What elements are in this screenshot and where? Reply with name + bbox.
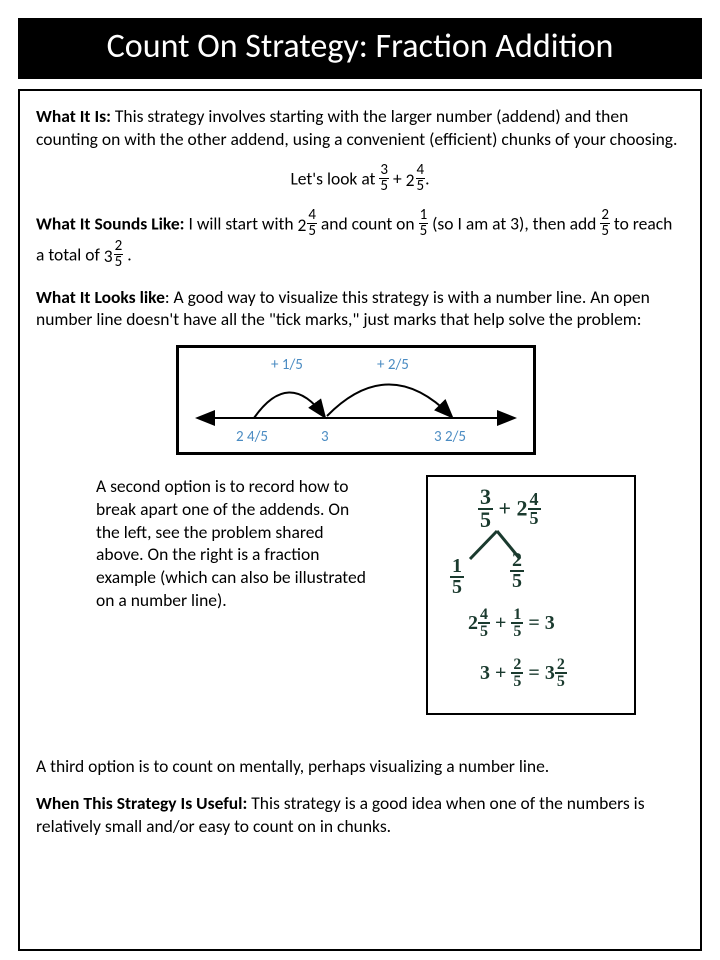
example-frac1: 35 xyxy=(379,163,389,194)
sl-tail: . xyxy=(123,243,131,265)
sl-frac3: 25 xyxy=(600,208,610,239)
sl-mid1: and count on xyxy=(317,212,419,234)
hw-split-left: 15 xyxy=(450,557,464,597)
sounds-like-label: What It Sounds Like: xyxy=(36,212,185,234)
sounds-like-paragraph: What It Sounds Like: I will start with 2… xyxy=(36,210,684,272)
hw-line2: 245 + 15 = 3 xyxy=(468,607,555,639)
page-header: Count On Strategy: Fraction Addition xyxy=(18,18,702,79)
numberline-diagram: + 1/5 + 2/5 2 4/5 3 3 2/5 xyxy=(176,345,536,455)
useful-label: When This Strategy Is Useful: xyxy=(36,792,247,814)
hw-line3: 3 + 25 = 325 xyxy=(480,657,567,689)
nl-jump2: + 2/5 xyxy=(377,356,409,376)
sl-frac4: 325 xyxy=(104,243,123,265)
sounds-like-pre: I will start with xyxy=(185,212,298,234)
looks-like-label: What It Looks like xyxy=(36,286,165,308)
third-option-text: A third option is to count on mentally, … xyxy=(36,755,684,778)
example-frac2: 245 xyxy=(406,167,425,189)
useful-paragraph: When This Strategy Is Useful: This strat… xyxy=(36,792,684,838)
content-frame: What It Is: This strategy involves start… xyxy=(18,89,702,951)
what-it-is-paragraph: What It Is: This strategy involves start… xyxy=(36,105,684,151)
nl-start: 2 4/5 xyxy=(236,428,268,448)
handwriting-diagram: 35 + 245 15 25 245 + 15 = 3 3 + xyxy=(426,475,636,715)
example-line: Let's look at 35 + 245. xyxy=(36,165,684,196)
hw-line1: 35 + 245 xyxy=(478,487,541,531)
sl-frac2: 15 xyxy=(419,208,429,239)
example-lead: Let's look at xyxy=(290,167,379,189)
example-tail: . xyxy=(425,167,429,189)
page-title: Count On Strategy: Fraction Addition xyxy=(107,26,614,67)
second-option-row: A second option is to record how to brea… xyxy=(96,475,684,715)
nl-mid: 3 xyxy=(321,428,329,448)
example-plus: + xyxy=(393,167,406,189)
what-it-is-text: This strategy involves starting with the… xyxy=(36,105,677,150)
sl-frac1: 245 xyxy=(297,212,316,234)
numberline-svg xyxy=(179,348,533,452)
nl-end: 3 2/5 xyxy=(434,428,466,448)
sl-mid2: (so I am at 3), then add xyxy=(428,212,600,234)
nl-jump1: + 1/5 xyxy=(271,356,303,376)
hw-split-right: 25 xyxy=(510,551,524,591)
second-option-text: A second option is to record how to brea… xyxy=(96,475,366,612)
looks-like-paragraph: What It Looks like: A good way to visual… xyxy=(36,286,684,332)
what-it-is-label: What It Is: xyxy=(36,105,111,127)
